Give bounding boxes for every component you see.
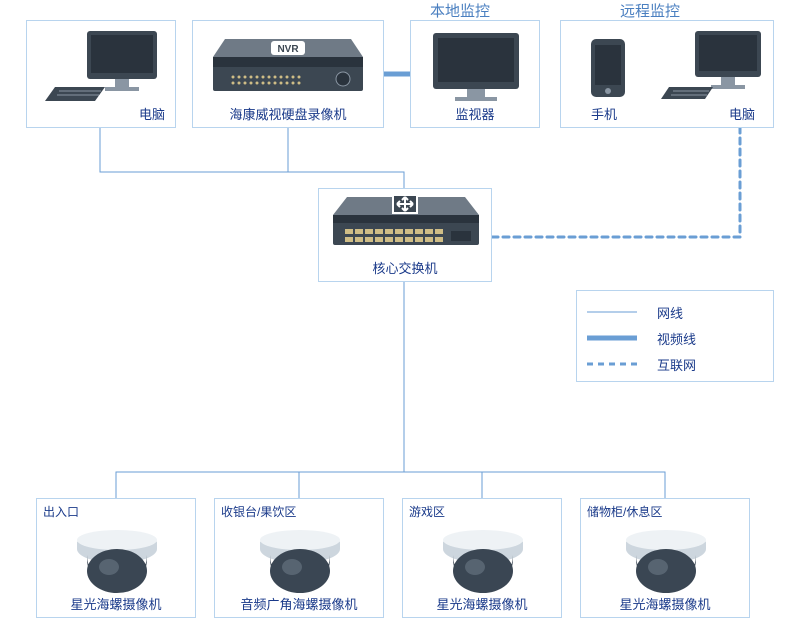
- camera-label: 音频广角海螺摄像机: [215, 594, 383, 613]
- legend-line-icon: [587, 354, 637, 374]
- legend-row: 视频线: [587, 325, 763, 351]
- header-local-monitor: 本地监控: [430, 0, 490, 21]
- node-pc-local: 电脑: [26, 20, 176, 128]
- camera-zone-title: 收银台/果饮区: [221, 503, 296, 520]
- camera-zone: 出入口星光海螺摄像机: [36, 498, 196, 618]
- header-remote-monitor: 远程监控: [620, 0, 680, 21]
- camera-label: 星光海螺摄像机: [37, 594, 195, 613]
- node-monitor: 监视器: [410, 20, 540, 128]
- legend-line-icon: [587, 328, 637, 348]
- nvr-badge: NVR: [277, 44, 299, 55]
- camera-zone-title: 出入口: [43, 503, 79, 520]
- legend-line-icon: [587, 302, 637, 322]
- camera-zone: 收银台/果饮区音频广角海螺摄像机: [214, 498, 384, 618]
- legend-label: 互联网: [657, 355, 696, 374]
- node-remote-phone-label: 手机: [591, 104, 617, 123]
- node-nvr: NVR 海康威视硬盘录像机: [192, 20, 384, 128]
- legend-label: 网线: [657, 303, 683, 322]
- camera-label: 星光海螺摄像机: [403, 594, 561, 613]
- node-remote-pc-label: 电脑: [729, 104, 755, 123]
- legend-row: 互联网: [587, 351, 763, 377]
- camera-zone-title: 游戏区: [409, 503, 445, 520]
- legend-label: 视频线: [657, 329, 696, 348]
- diagram-stage: 本地监控 远程监控 电脑 NVR: [0, 0, 800, 631]
- legend: 网线视频线互联网: [576, 290, 774, 382]
- camera-zone: 储物柜/休息区星光海螺摄像机: [580, 498, 750, 618]
- camera-label: 星光海螺摄像机: [581, 594, 749, 613]
- node-core-switch: 核心交换机: [318, 188, 492, 282]
- legend-row: 网线: [587, 299, 763, 325]
- node-pc-local-label: 电脑: [139, 104, 165, 123]
- camera-zone-title: 储物柜/休息区: [587, 503, 662, 520]
- camera-zone: 游戏区星光海螺摄像机: [402, 498, 562, 618]
- node-monitor-label: 监视器: [411, 104, 539, 123]
- node-core-switch-label: 核心交换机: [319, 258, 491, 277]
- node-remote: 手机 电脑: [560, 20, 774, 128]
- node-nvr-label: 海康威视硬盘录像机: [193, 104, 383, 123]
